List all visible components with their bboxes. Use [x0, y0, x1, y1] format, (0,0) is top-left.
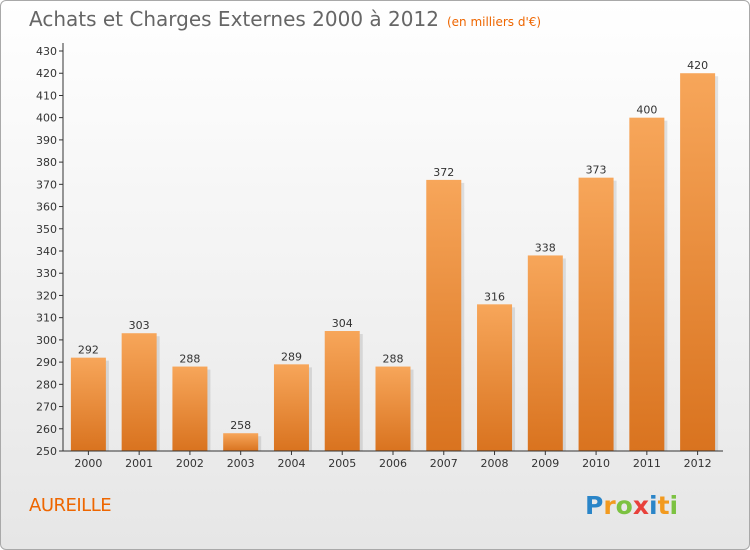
bar [629, 117, 665, 452]
bar-value-label: 303 [129, 319, 150, 332]
y-tick-label: 430 [36, 45, 57, 58]
x-tick-label: 2005 [328, 457, 356, 470]
y-tick-label: 260 [36, 423, 57, 436]
y-tick-label: 280 [36, 378, 57, 391]
y-tick-label: 340 [36, 245, 57, 258]
bar [578, 177, 614, 451]
bar-value-label: 372 [433, 166, 454, 179]
bar [426, 179, 462, 451]
bar-value-label: 289 [281, 350, 302, 363]
chart-subtitle: (en milliers d'€) [446, 15, 542, 29]
bar-value-label: 304 [332, 317, 353, 330]
y-tick-label: 420 [36, 67, 57, 80]
bar-value-label: 258 [230, 419, 251, 432]
y-tick-label: 390 [36, 134, 57, 147]
x-tick-label: 2004 [277, 457, 305, 470]
chart-title: Achats et Charges Externes 2000 à 2012 (e… [29, 7, 541, 31]
bar-value-label: 400 [636, 104, 657, 117]
x-tick-label: 2001 [125, 457, 153, 470]
bar [70, 357, 106, 451]
x-tick-label: 2006 [379, 457, 407, 470]
x-tick-label: 2003 [227, 457, 255, 470]
y-tick-label: 290 [36, 356, 57, 369]
logo-letter: t [657, 491, 670, 520]
logo-letter: P [585, 491, 604, 520]
bar-value-label: 373 [586, 164, 607, 177]
town-name: AUREILLE [29, 495, 112, 516]
x-tick-label: 2008 [481, 457, 509, 470]
y-tick-label: 300 [36, 334, 57, 347]
x-tick-label: 2000 [74, 457, 102, 470]
logo-letter: i [669, 491, 679, 520]
y-tick-label: 310 [36, 312, 57, 325]
bar [172, 366, 208, 451]
chart-title-text: Achats et Charges Externes 2000 à 2012 [29, 7, 439, 31]
bar [375, 366, 411, 451]
x-tick-label: 2002 [176, 457, 204, 470]
bar [324, 331, 360, 451]
y-tick-label: 360 [36, 201, 57, 214]
proxiti-logo: Proxiti [585, 491, 678, 520]
x-tick-label: 2010 [582, 457, 610, 470]
bar [121, 333, 157, 451]
y-tick-label: 370 [36, 178, 57, 191]
bar-value-label: 288 [383, 353, 404, 366]
bar-value-label: 338 [535, 241, 556, 254]
bar [477, 304, 513, 451]
logo-letter: x [632, 491, 649, 520]
bar [680, 73, 716, 451]
x-tick-label: 2009 [531, 457, 559, 470]
bar-value-label: 288 [179, 353, 200, 366]
logo-letter: r [603, 491, 616, 520]
y-tick-label: 250 [36, 445, 57, 458]
logo-letter: i [649, 491, 658, 520]
bar-value-label: 420 [687, 59, 708, 72]
y-tick-label: 350 [36, 223, 57, 236]
y-tick-label: 380 [36, 156, 57, 169]
y-tick-label: 410 [36, 89, 57, 102]
x-tick-label: 2012 [684, 457, 712, 470]
x-tick-label: 2007 [430, 457, 458, 470]
y-tick-label: 320 [36, 289, 57, 302]
x-tick-label: 2011 [633, 457, 661, 470]
bar-value-label: 292 [78, 344, 99, 357]
bar [223, 433, 259, 451]
logo-letter: o [615, 491, 633, 520]
bar-value-label: 316 [484, 290, 505, 303]
y-tick-label: 330 [36, 267, 57, 280]
y-tick-label: 270 [36, 401, 57, 414]
bar [273, 364, 309, 451]
y-tick-label: 400 [36, 112, 57, 125]
bar [527, 255, 563, 451]
